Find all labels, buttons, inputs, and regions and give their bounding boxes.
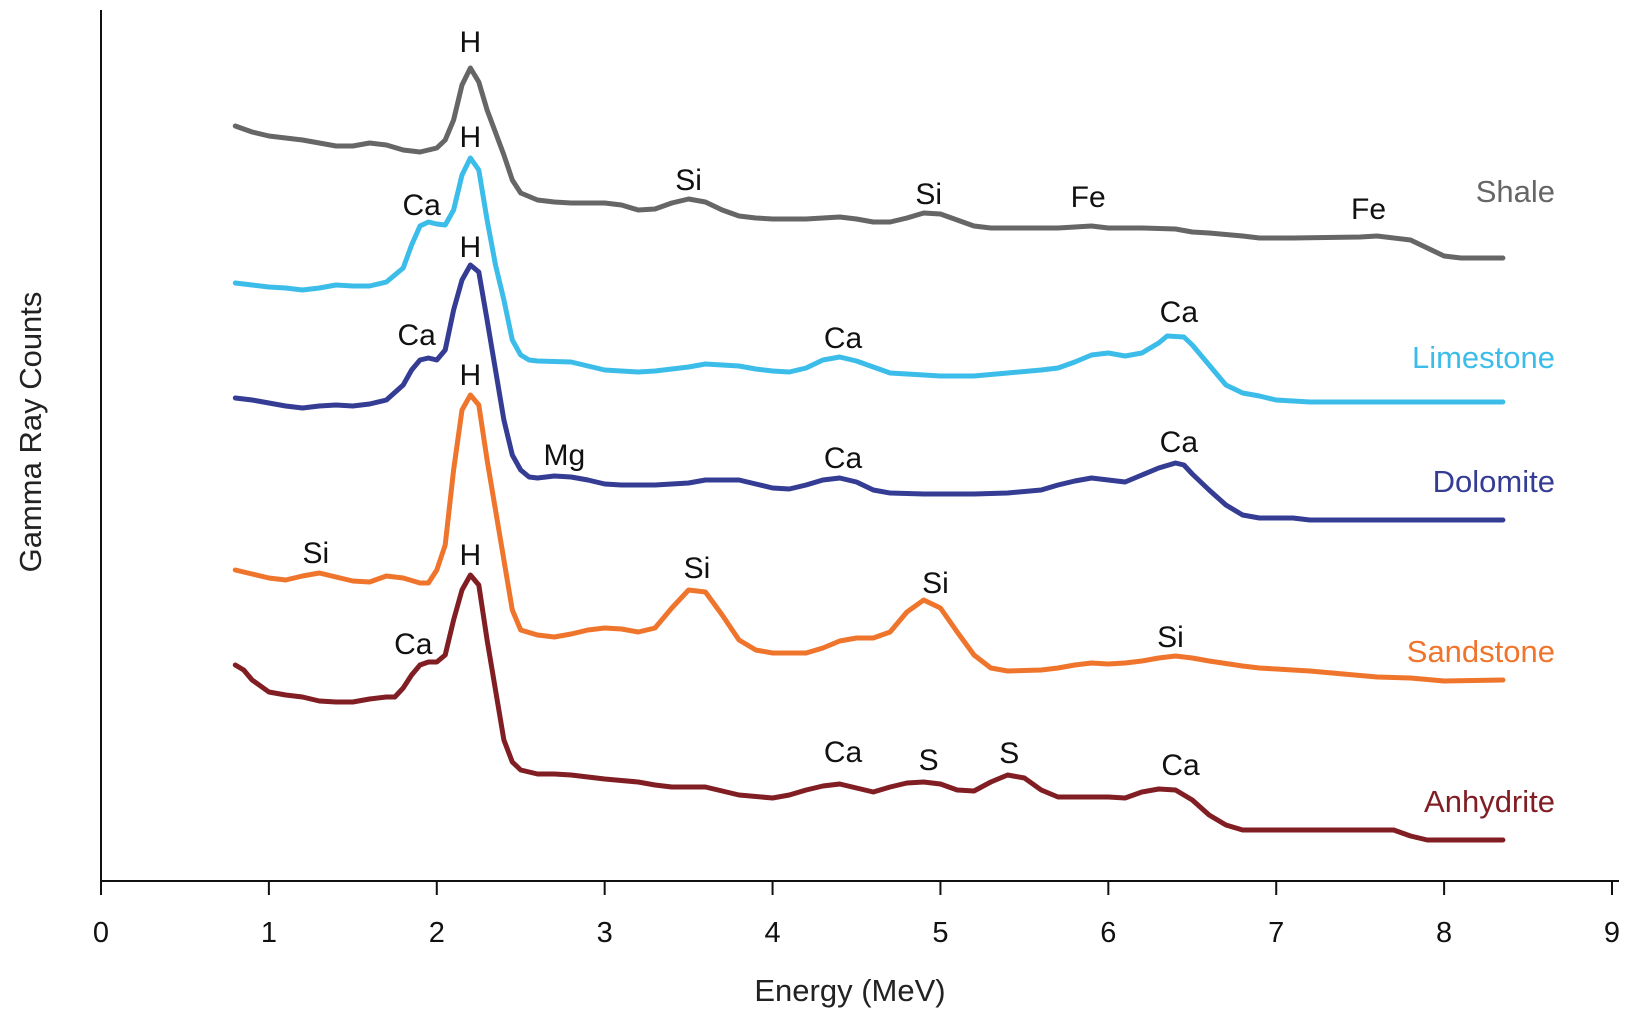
x-tick-label: 0 (93, 917, 109, 949)
peak-label: Si (922, 567, 949, 600)
peak-label: Mg (544, 439, 586, 472)
peak-label: Ca (824, 736, 863, 769)
series-line-limestone (232, 155, 1506, 405)
peak-label: Fe (1351, 193, 1386, 226)
x-tick-label: 6 (1100, 917, 1116, 949)
peak-label: Fe (1071, 181, 1106, 214)
peak-label: Si (675, 164, 702, 197)
peak-label: Si (303, 537, 330, 570)
x-tick-label: 7 (1268, 917, 1284, 949)
x-tick-label: 4 (764, 917, 780, 949)
x-tick-label: 9 (1604, 917, 1620, 949)
x-tick-label: 1 (261, 917, 277, 949)
peak-label: Si (915, 178, 942, 211)
series-name-label: Dolomite (1433, 464, 1555, 499)
peak-label: Ca (824, 322, 863, 355)
peak-label: Ca (1161, 749, 1200, 782)
x-axis-title: Energy (MeV) (754, 973, 945, 1008)
peak-label: Ca (394, 628, 433, 661)
peak-label: Ca (1160, 296, 1199, 329)
series-lines (232, 65, 1506, 843)
series-name-label: Anhydrite (1424, 784, 1555, 819)
peak-label: H (460, 231, 482, 264)
peak-label: H (460, 539, 482, 572)
x-ticks: 0 1 2 3 4 5 6 7 8 9 (93, 881, 1620, 949)
peak-label: Ca (397, 319, 436, 352)
peak-label: H (460, 359, 482, 392)
x-tick-label: 2 (429, 917, 445, 949)
series-line-shale (232, 65, 1506, 261)
annotations: H Si Si Fe Fe Shale H Ca Ca Ca Limestone H Ca Mg Ca Ca D… (303, 26, 1555, 819)
peak-label: H (460, 121, 482, 154)
peak-label: Ca (402, 189, 441, 222)
series-line-dolomite (232, 262, 1506, 523)
y-axis-title: Gamma Ray Counts (13, 292, 48, 573)
x-tick-label: 3 (597, 917, 613, 949)
series-name-label: Sandstone (1407, 634, 1555, 669)
peak-label: Si (684, 552, 711, 585)
series-line-anhydrite (232, 572, 1506, 843)
x-tick-label: 5 (932, 917, 948, 949)
series-name-label: Shale (1476, 174, 1555, 209)
peak-label: S (919, 744, 939, 777)
peak-label: Ca (824, 442, 863, 475)
series-name-label: Limestone (1412, 340, 1555, 375)
axes: 0 1 2 3 4 5 6 7 8 9 (93, 10, 1620, 949)
peak-label: Si (1157, 621, 1184, 654)
series-line-sandstone (232, 392, 1506, 684)
peak-label: Ca (1160, 426, 1199, 459)
peak-label: H (460, 26, 482, 59)
peak-label: S (999, 737, 1019, 770)
x-tick-label: 8 (1436, 917, 1452, 949)
